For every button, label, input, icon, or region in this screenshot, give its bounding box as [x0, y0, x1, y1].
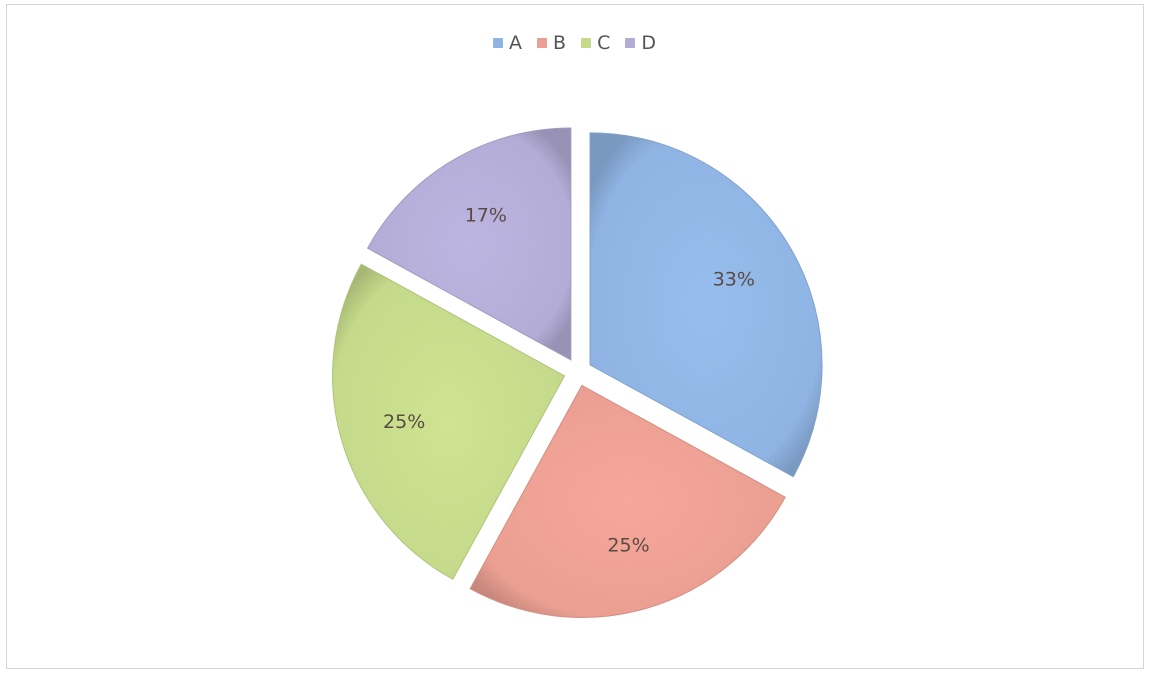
pie-data-labels: 33% 25% 25% 17%	[383, 205, 755, 557]
legend-label-c: C	[597, 32, 612, 54]
legend-swatch-d	[625, 38, 636, 48]
legend-item-b: B	[537, 32, 567, 54]
legend-label-d: D	[641, 32, 657, 54]
pie-slice-a	[589, 132, 823, 478]
data-label-b: 25%	[607, 534, 649, 556]
legend-swatch-b	[537, 38, 548, 48]
legend-item-a: A	[493, 32, 523, 54]
data-label-c: 25%	[383, 411, 425, 433]
legend-label-a: A	[509, 32, 524, 54]
pie-slices	[332, 127, 823, 618]
legend-label-b: B	[553, 32, 568, 54]
pie-slice-b	[469, 384, 786, 618]
pie-slice-c	[332, 263, 566, 580]
legend-swatch-a	[493, 38, 504, 48]
data-label-d: 17%	[465, 205, 507, 227]
legend-item-d: D	[625, 32, 657, 54]
pie-slice-d	[366, 127, 572, 361]
chart-legend: A B C D	[0, 32, 1150, 54]
legend-swatch-c	[581, 38, 592, 48]
legend-item-c: C	[581, 32, 611, 54]
data-label-a: 33%	[713, 268, 755, 290]
